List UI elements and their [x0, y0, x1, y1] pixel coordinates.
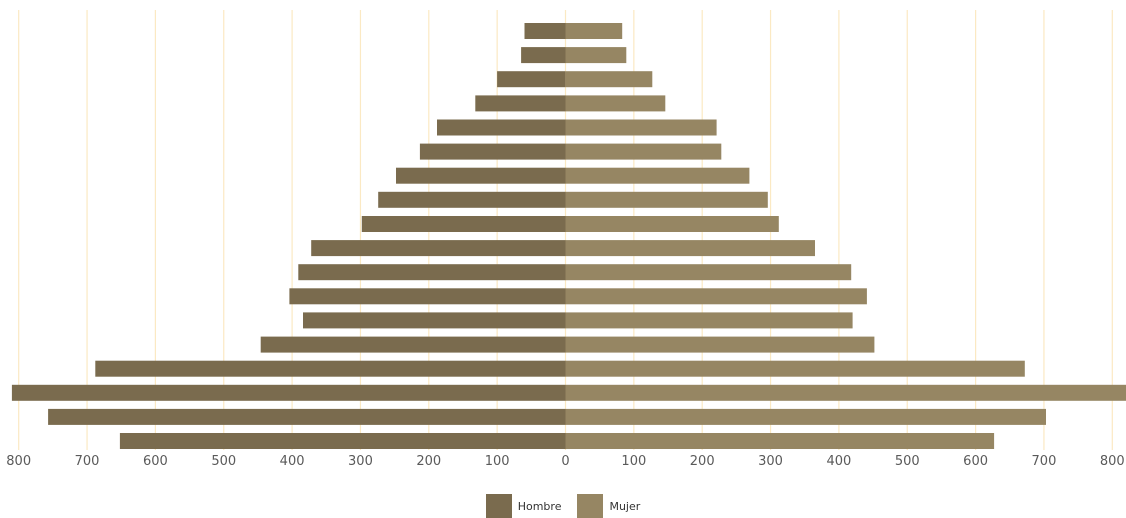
- x-tick-label: 800: [1100, 454, 1125, 469]
- bar-hombre-1: [521, 47, 566, 64]
- bar-hombre-13: [260, 336, 566, 353]
- legend: Hombre Mujer: [0, 494, 1126, 518]
- bar-mujer-7: [565, 191, 768, 208]
- bar-mujer-15: [565, 384, 1126, 401]
- bar-hombre-0: [524, 23, 566, 39]
- x-tick-label: 500: [895, 454, 920, 469]
- x-tick-label: 300: [758, 454, 783, 469]
- bar-mujer-1: [565, 47, 627, 64]
- legend-label-hombre: Hombre: [517, 499, 562, 513]
- bar-hombre-4: [437, 119, 566, 136]
- x-tick-label: 100: [621, 454, 646, 469]
- bar-mujer-10: [565, 264, 852, 281]
- bar-mujer-12: [565, 312, 853, 329]
- x-tick-label: 200: [690, 454, 715, 469]
- legend-item-mujer: Mujer: [577, 494, 640, 518]
- x-tick-label: 400: [280, 454, 305, 469]
- bar-mujer-16: [565, 408, 1046, 425]
- bar-mujer-13: [565, 336, 875, 353]
- x-tick-label: 0: [561, 454, 569, 469]
- x-tick-label: 500: [211, 454, 236, 469]
- x-tick-label: 700: [1032, 454, 1057, 469]
- bar-hombre-9: [311, 240, 566, 257]
- bar-hombre-3: [475, 95, 566, 112]
- bar-hombre-6: [396, 167, 566, 184]
- x-tick-label: 800: [6, 454, 31, 469]
- pyramid-plot: 800 700 600 500 400 300 200 100 0 100 200 300 400 500…: [6, 10, 1126, 469]
- bar-hombre-11: [289, 288, 566, 305]
- x-axis-ticks: 800 700 600 500 400 300 200 100 0 100 200 300 400 500…: [6, 454, 1124, 469]
- legend-swatch-hombre: [485, 494, 512, 518]
- bars: [11, 23, 1126, 449]
- x-tick-label: 600: [143, 454, 168, 469]
- bar-mujer-4: [565, 119, 717, 136]
- legend-swatch-mujer: [577, 494, 604, 518]
- bar-mujer-0: [565, 23, 623, 39]
- bar-mujer-3: [565, 95, 666, 112]
- bar-hombre-10: [298, 264, 566, 281]
- x-tick-label: 300: [348, 454, 373, 469]
- bar-hombre-17: [119, 433, 566, 449]
- bar-mujer-11: [565, 288, 867, 305]
- bar-hombre-16: [48, 408, 566, 425]
- bar-hombre-12: [303, 312, 566, 329]
- bar-hombre-5: [419, 143, 566, 160]
- bar-hombre-8: [361, 216, 566, 232]
- legend-item-hombre: Hombre: [485, 494, 562, 518]
- x-tick-label: 200: [416, 454, 441, 469]
- bar-mujer-2: [565, 71, 653, 88]
- bar-hombre-14: [95, 360, 566, 377]
- x-tick-label: 700: [75, 454, 100, 469]
- bar-mujer-6: [565, 167, 750, 184]
- bar-mujer-8: [565, 216, 779, 232]
- legend-label-mujer: Mujer: [609, 499, 641, 513]
- x-tick-label: 600: [963, 454, 988, 469]
- x-tick-label: 100: [485, 454, 510, 469]
- bar-mujer-17: [565, 433, 995, 449]
- bar-mujer-14: [565, 360, 1025, 377]
- bar-mujer-9: [565, 240, 815, 257]
- x-tick-label: 400: [826, 454, 851, 469]
- bar-hombre-2: [497, 71, 566, 88]
- bar-hombre-15: [11, 384, 566, 401]
- bar-mujer-5: [565, 143, 722, 160]
- bar-hombre-7: [378, 191, 566, 208]
